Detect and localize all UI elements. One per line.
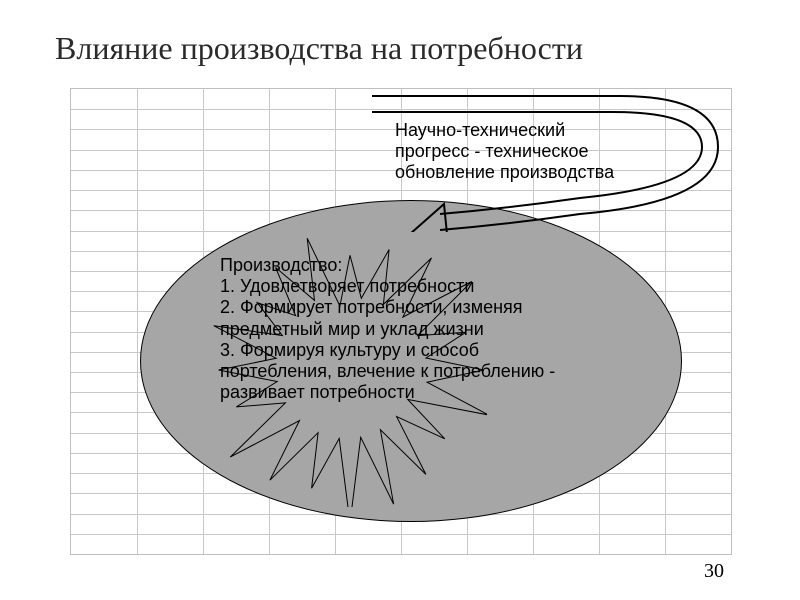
production-text: Производство: 1. Удовлетворяет потребнос…: [220, 255, 580, 404]
page-number: 30: [704, 560, 724, 583]
page-title: Влияние производства на потребности: [55, 30, 583, 67]
arrow-text: Научно-технический прогресс - техническо…: [395, 120, 655, 184]
